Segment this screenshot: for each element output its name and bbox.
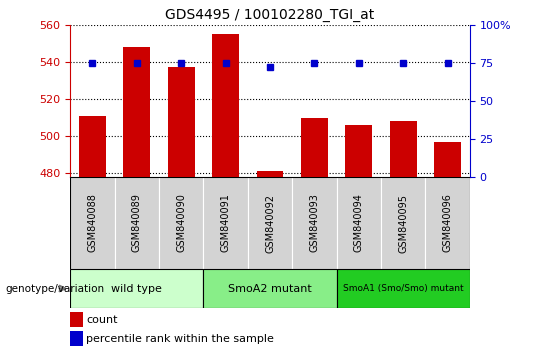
Text: wild type: wild type — [111, 284, 162, 293]
Bar — [301, 118, 328, 177]
Bar — [381, 177, 426, 269]
Bar — [204, 269, 336, 308]
Text: GSM840093: GSM840093 — [309, 194, 319, 252]
Bar — [292, 177, 336, 269]
Title: GDS4495 / 100102280_TGI_at: GDS4495 / 100102280_TGI_at — [165, 8, 375, 22]
Bar — [390, 121, 416, 177]
Text: GSM840088: GSM840088 — [87, 194, 97, 252]
Bar — [159, 177, 204, 269]
Bar — [124, 47, 150, 177]
Bar — [248, 177, 292, 269]
Bar — [168, 68, 194, 177]
Text: genotype/variation: genotype/variation — [5, 284, 105, 293]
Text: GSM840091: GSM840091 — [221, 194, 231, 252]
Text: GSM840095: GSM840095 — [398, 194, 408, 252]
Text: GSM840089: GSM840089 — [132, 194, 142, 252]
Bar — [70, 331, 83, 346]
Bar — [336, 177, 381, 269]
Text: percentile rank within the sample: percentile rank within the sample — [86, 334, 274, 344]
Bar — [79, 116, 106, 177]
Bar — [212, 34, 239, 177]
Text: SmoA2 mutant: SmoA2 mutant — [228, 284, 312, 293]
Bar — [70, 177, 114, 269]
Bar — [434, 142, 461, 177]
Bar — [70, 269, 204, 308]
Text: count: count — [86, 315, 118, 325]
Text: GSM840092: GSM840092 — [265, 194, 275, 252]
Bar — [256, 171, 284, 177]
Text: GSM840090: GSM840090 — [176, 194, 186, 252]
Bar — [70, 312, 83, 327]
Bar — [426, 177, 470, 269]
Bar — [114, 177, 159, 269]
Bar — [336, 269, 470, 308]
Text: GSM840096: GSM840096 — [443, 194, 453, 252]
Bar — [204, 177, 248, 269]
Text: GSM840094: GSM840094 — [354, 194, 364, 252]
Text: SmoA1 (Smo/Smo) mutant: SmoA1 (Smo/Smo) mutant — [343, 284, 463, 293]
Bar — [346, 125, 372, 177]
